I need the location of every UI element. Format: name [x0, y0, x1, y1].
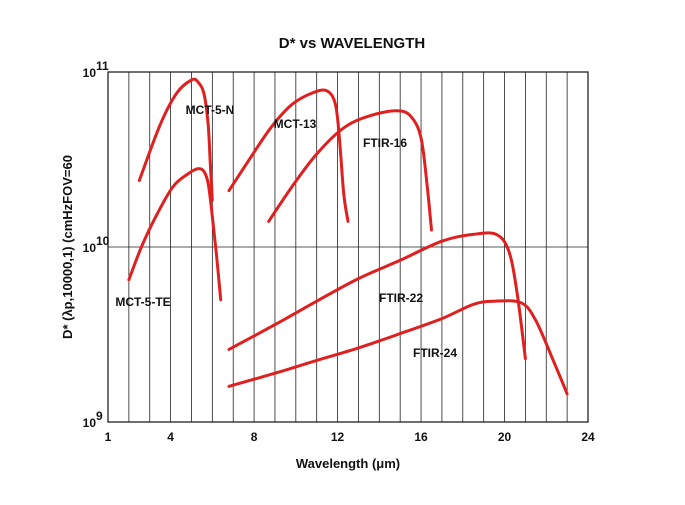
series-line-mct-5-n — [137, 77, 214, 202]
plot-frame — [107, 71, 589, 423]
series-line-ftir-22 — [227, 231, 527, 361]
series-label-mct-5-te: MCT-5-TE — [115, 295, 170, 309]
y-tick-base-2: 10 — [83, 416, 97, 430]
series-label-mct-13: MCT-13 — [274, 117, 317, 131]
series-line-ftir-24 — [227, 299, 569, 396]
series-label-mct-5-n: MCT-5-N — [186, 103, 235, 117]
y-axis-label: D* (λp,10000,1) (cmHzFOV=60 — [60, 155, 75, 339]
y-tick-exp-1: 10 — [96, 234, 110, 248]
x-tick-label-5: 20 — [498, 430, 512, 444]
y-tick-label-2: 10 9 — [83, 409, 103, 430]
x-tick-label-2: 8 — [251, 430, 258, 444]
series-label-ftir-16: FTIR-16 — [363, 136, 407, 150]
y-tick-exp-0: 11 — [96, 59, 109, 73]
chart-title: D* vs WAVELENGTH — [279, 35, 425, 52]
y-tick-exp-2: 9 — [96, 409, 103, 423]
series-label-ftir-22: FTIR-22 — [379, 291, 423, 305]
y-tick-label-0: 10 11 — [83, 59, 109, 80]
x-tick-label-1: 4 — [167, 430, 174, 444]
x-axis-label: Wavelength (μm) — [296, 456, 400, 471]
series-line-mct-5-te — [127, 167, 223, 302]
series-line-mct-13 — [227, 88, 350, 223]
x-tick-label-4: 16 — [414, 430, 428, 444]
y-tick-base-0: 10 — [83, 66, 97, 80]
series-line-ftir-16 — [267, 109, 433, 232]
series-label-ftir-24: FTIR-24 — [413, 346, 457, 360]
x-tick-label-3: 12 — [331, 430, 345, 444]
x-ticks: 1 4 8 12 16 20 24 — [105, 430, 595, 444]
series-labels: MCT-5-N MCT-5-TE MCT-13 FTIR-16 FTIR-22 FTIR-… — [115, 103, 457, 360]
x-tick-label-0: 1 — [105, 430, 112, 444]
x-tick-label-6: 24 — [581, 430, 595, 444]
y-tick-base-1: 10 — [83, 241, 97, 255]
y-tick-label-1: 10 10 — [83, 234, 110, 255]
series-curves — [127, 77, 569, 396]
